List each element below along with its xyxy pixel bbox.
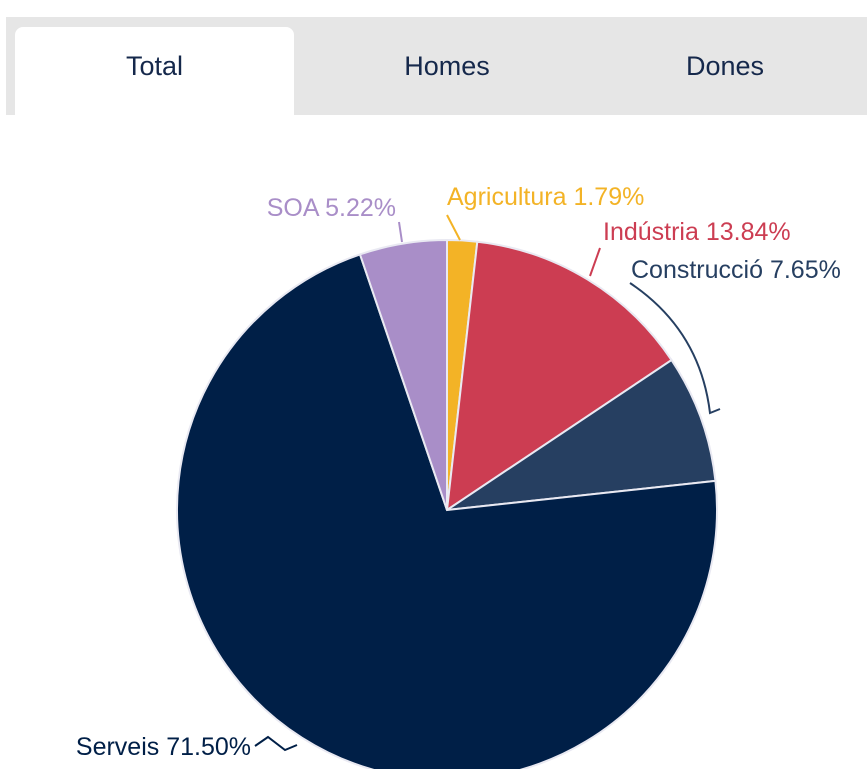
tab-dones[interactable]: Dones bbox=[685, 50, 765, 81]
tab-total[interactable]: Total bbox=[15, 27, 294, 115]
data-label: Serveis 71.50% bbox=[76, 733, 251, 761]
data-label: Agricultura 1.79% bbox=[447, 183, 644, 211]
data-label: Indústria 13.84% bbox=[603, 218, 791, 246]
data-label: Construcció 7.65% bbox=[631, 256, 841, 284]
label-connector bbox=[629, 282, 721, 415]
pie-slice-industria[interactable] bbox=[445, 240, 673, 513]
label-connector bbox=[254, 735, 298, 752]
label-connector bbox=[589, 247, 601, 277]
pie-slice-construccio[interactable] bbox=[446, 358, 717, 511]
data-label: SOA 5.22% bbox=[267, 194, 396, 222]
pie-slice-serveis[interactable] bbox=[176, 253, 718, 769]
tab-homes[interactable]: Homes bbox=[404, 50, 490, 81]
pie-slice-soa[interactable] bbox=[358, 238, 448, 511]
tab-bar: Total Homes Dones bbox=[6, 17, 867, 115]
label-connector bbox=[446, 214, 461, 241]
label-connector bbox=[398, 221, 403, 243]
